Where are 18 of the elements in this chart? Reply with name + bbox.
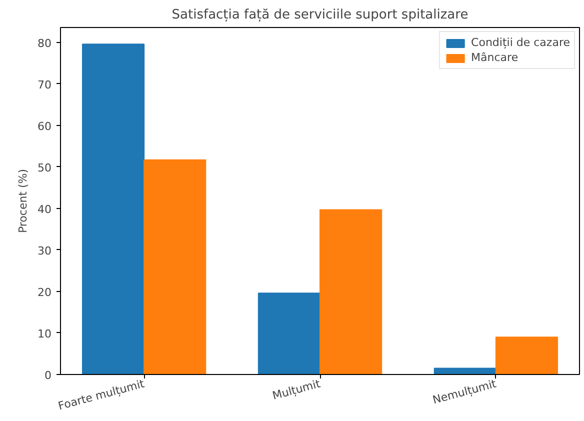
bar [320, 209, 382, 374]
y-tick-label: 10 [38, 327, 52, 340]
y-tick-label: 70 [38, 78, 52, 92]
bar [258, 292, 320, 374]
bar [82, 44, 145, 374]
bar [144, 159, 206, 374]
legend-label: Mâncare [471, 51, 518, 64]
y-tick-label: 40 [38, 202, 52, 216]
y-tick-label: 50 [38, 161, 52, 174]
y-tick-label: 20 [38, 286, 52, 299]
y-axis-title: Procent (%) [16, 168, 30, 234]
bar [495, 336, 558, 374]
legend-label: Condiții de cazare [471, 36, 570, 49]
y-tick-label: 0 [44, 369, 52, 382]
y-tick-label: 30 [38, 244, 52, 258]
y-tick-label: 60 [38, 120, 52, 133]
chart-title: Satisfacția față de serviciile suport spitalizare [172, 8, 468, 22]
y-tick-label: 80 [38, 36, 52, 50]
